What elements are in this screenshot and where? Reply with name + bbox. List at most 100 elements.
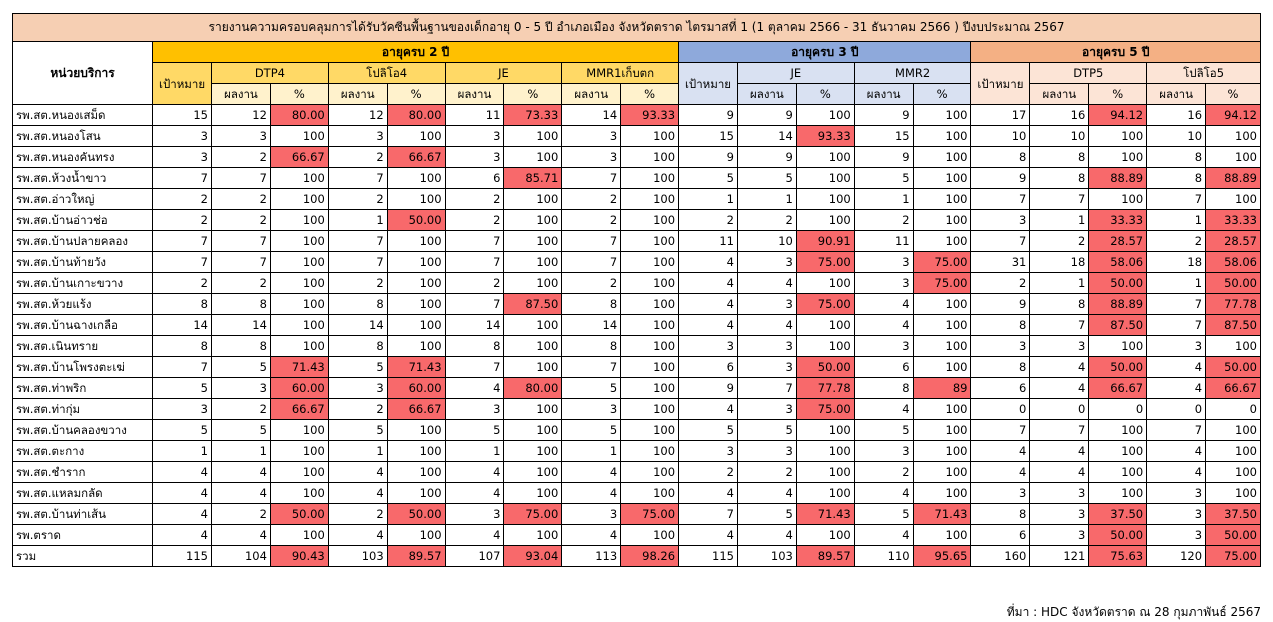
pct-cell: 100 — [795, 209, 855, 231]
pct-cell: 100 — [795, 419, 855, 441]
value-cell: 3 — [1146, 524, 1207, 546]
value-cell: 7 — [1029, 314, 1090, 336]
pct-cell: 100 — [1088, 419, 1148, 441]
value-cell: 9 — [736, 104, 797, 126]
pct-cell: 87.50 — [1088, 314, 1148, 336]
value-cell: 4 — [970, 461, 1031, 483]
pct-cell: 75.00 — [912, 272, 972, 294]
value-cell: 4 — [736, 314, 797, 336]
pct-cell: 100 — [620, 230, 680, 252]
value-cell: 4 — [327, 461, 388, 483]
value-cell: 110 — [853, 545, 914, 567]
pct-cell: 100 — [620, 314, 680, 336]
pct-cell: 50.00 — [269, 503, 329, 525]
value-cell: 2 — [444, 188, 505, 210]
pct-header: % — [795, 83, 855, 105]
value-cell: 5 — [736, 419, 797, 441]
pct-cell: 93.04 — [503, 545, 563, 567]
pct-cell: 71.43 — [912, 503, 972, 525]
value-cell: 7 — [1146, 419, 1207, 441]
value-cell: 4 — [1029, 440, 1090, 462]
value-cell: 3 — [678, 440, 738, 462]
value-cell: 2 — [678, 461, 738, 483]
value-cell: 8 — [444, 335, 505, 357]
value-cell: 3 — [327, 377, 388, 399]
pct-cell: 100 — [503, 314, 563, 336]
pct-cell: 100 — [386, 314, 446, 336]
pct-cell: 100 — [620, 440, 680, 462]
value-cell: 1 — [327, 209, 388, 231]
pct-cell: 75.00 — [503, 503, 563, 525]
unit-name: รพ.สต.บ้านคลองขวาง — [11, 419, 154, 441]
pct-cell: 77.78 — [795, 377, 855, 399]
value-cell: 6 — [444, 167, 505, 189]
value-cell: 1 — [1146, 209, 1207, 231]
pct-cell: 100 — [269, 167, 329, 189]
value-cell: 4 — [1029, 377, 1090, 399]
pct-cell: 100 — [620, 335, 680, 357]
table-row: รพ.สต.บ้านท่าเส้น 4 2 50.00 2 50.00 3 75.00 3 75.… — [11, 503, 1261, 525]
value-cell: 1 — [736, 188, 797, 210]
value-cell: 9 — [678, 377, 738, 399]
pct-cell: 100 — [795, 440, 855, 462]
pct-cell: 89.57 — [795, 545, 855, 567]
value-cell: 3 — [736, 398, 797, 420]
value-cell: 4 — [853, 314, 914, 336]
value-cell: 8 — [327, 335, 388, 357]
value-cell: 3 — [444, 398, 505, 420]
value-cell: 18 — [1029, 251, 1090, 273]
value-cell: 115 — [678, 545, 738, 567]
pct-cell: 94.12 — [1205, 104, 1261, 126]
pct-cell: 100 — [620, 209, 680, 231]
group-age-3: อายุครบ 3 ปี — [678, 41, 972, 63]
value-cell: 8 — [1029, 167, 1090, 189]
value-cell: 7 — [211, 251, 271, 273]
value-cell: 4 — [736, 482, 797, 504]
pct-cell: 50.00 — [386, 209, 446, 231]
value-cell: 7 — [1029, 419, 1090, 441]
pct-cell: 71.43 — [386, 356, 446, 378]
pct-cell: 100 — [620, 482, 680, 504]
value-cell: 10 — [1146, 125, 1207, 147]
pct-cell: 100 — [503, 440, 563, 462]
value-cell: 4 — [970, 440, 1031, 462]
pct-cell: 100 — [1088, 482, 1148, 504]
value-cell: 2 — [561, 272, 622, 294]
pct-cell: 100 — [620, 167, 680, 189]
value-cell: 7 — [152, 356, 212, 378]
value-cell: 8 — [561, 293, 622, 315]
value-cell: 9 — [736, 146, 797, 168]
pct-cell: 100 — [620, 272, 680, 294]
value-cell: 2 — [211, 398, 271, 420]
pct-cell: 90.43 — [269, 545, 329, 567]
pct-cell: 100 — [1088, 461, 1148, 483]
value-cell: 8 — [1146, 146, 1207, 168]
value-cell: 8 — [211, 335, 271, 357]
value-cell: 7 — [1146, 293, 1207, 315]
unit-name: รพ.สต.หนองคันทรง — [11, 146, 154, 168]
unit-name: รพ.สต.บ้านโพรงตะเฆ่ — [11, 356, 154, 378]
value-cell: 8 — [970, 146, 1031, 168]
value-cell: 8 — [211, 293, 271, 315]
value-cell: 8 — [561, 335, 622, 357]
pct-cell: 50.00 — [1205, 524, 1261, 546]
value-cell: 4 — [152, 461, 212, 483]
value-cell: 8 — [970, 356, 1031, 378]
value-cell: 5 — [853, 503, 914, 525]
pct-cell: 28.57 — [1088, 230, 1148, 252]
value-cell: 7 — [152, 167, 212, 189]
value-cell: 8 — [152, 335, 212, 357]
value-cell: 4 — [152, 503, 212, 525]
value-cell: 2 — [152, 272, 212, 294]
pct-cell: 100 — [795, 314, 855, 336]
value-cell: 3 — [1146, 482, 1207, 504]
value-cell: 2 — [327, 272, 388, 294]
pct-cell: 100 — [269, 125, 329, 147]
value-cell: 5 — [152, 419, 212, 441]
pct-cell: 100 — [620, 419, 680, 441]
value-cell: 1 — [1029, 272, 1090, 294]
value-cell: 7 — [561, 167, 622, 189]
value-cell: 2 — [853, 461, 914, 483]
value-cell: 1 — [1146, 272, 1207, 294]
value-cell: 1 — [152, 440, 212, 462]
